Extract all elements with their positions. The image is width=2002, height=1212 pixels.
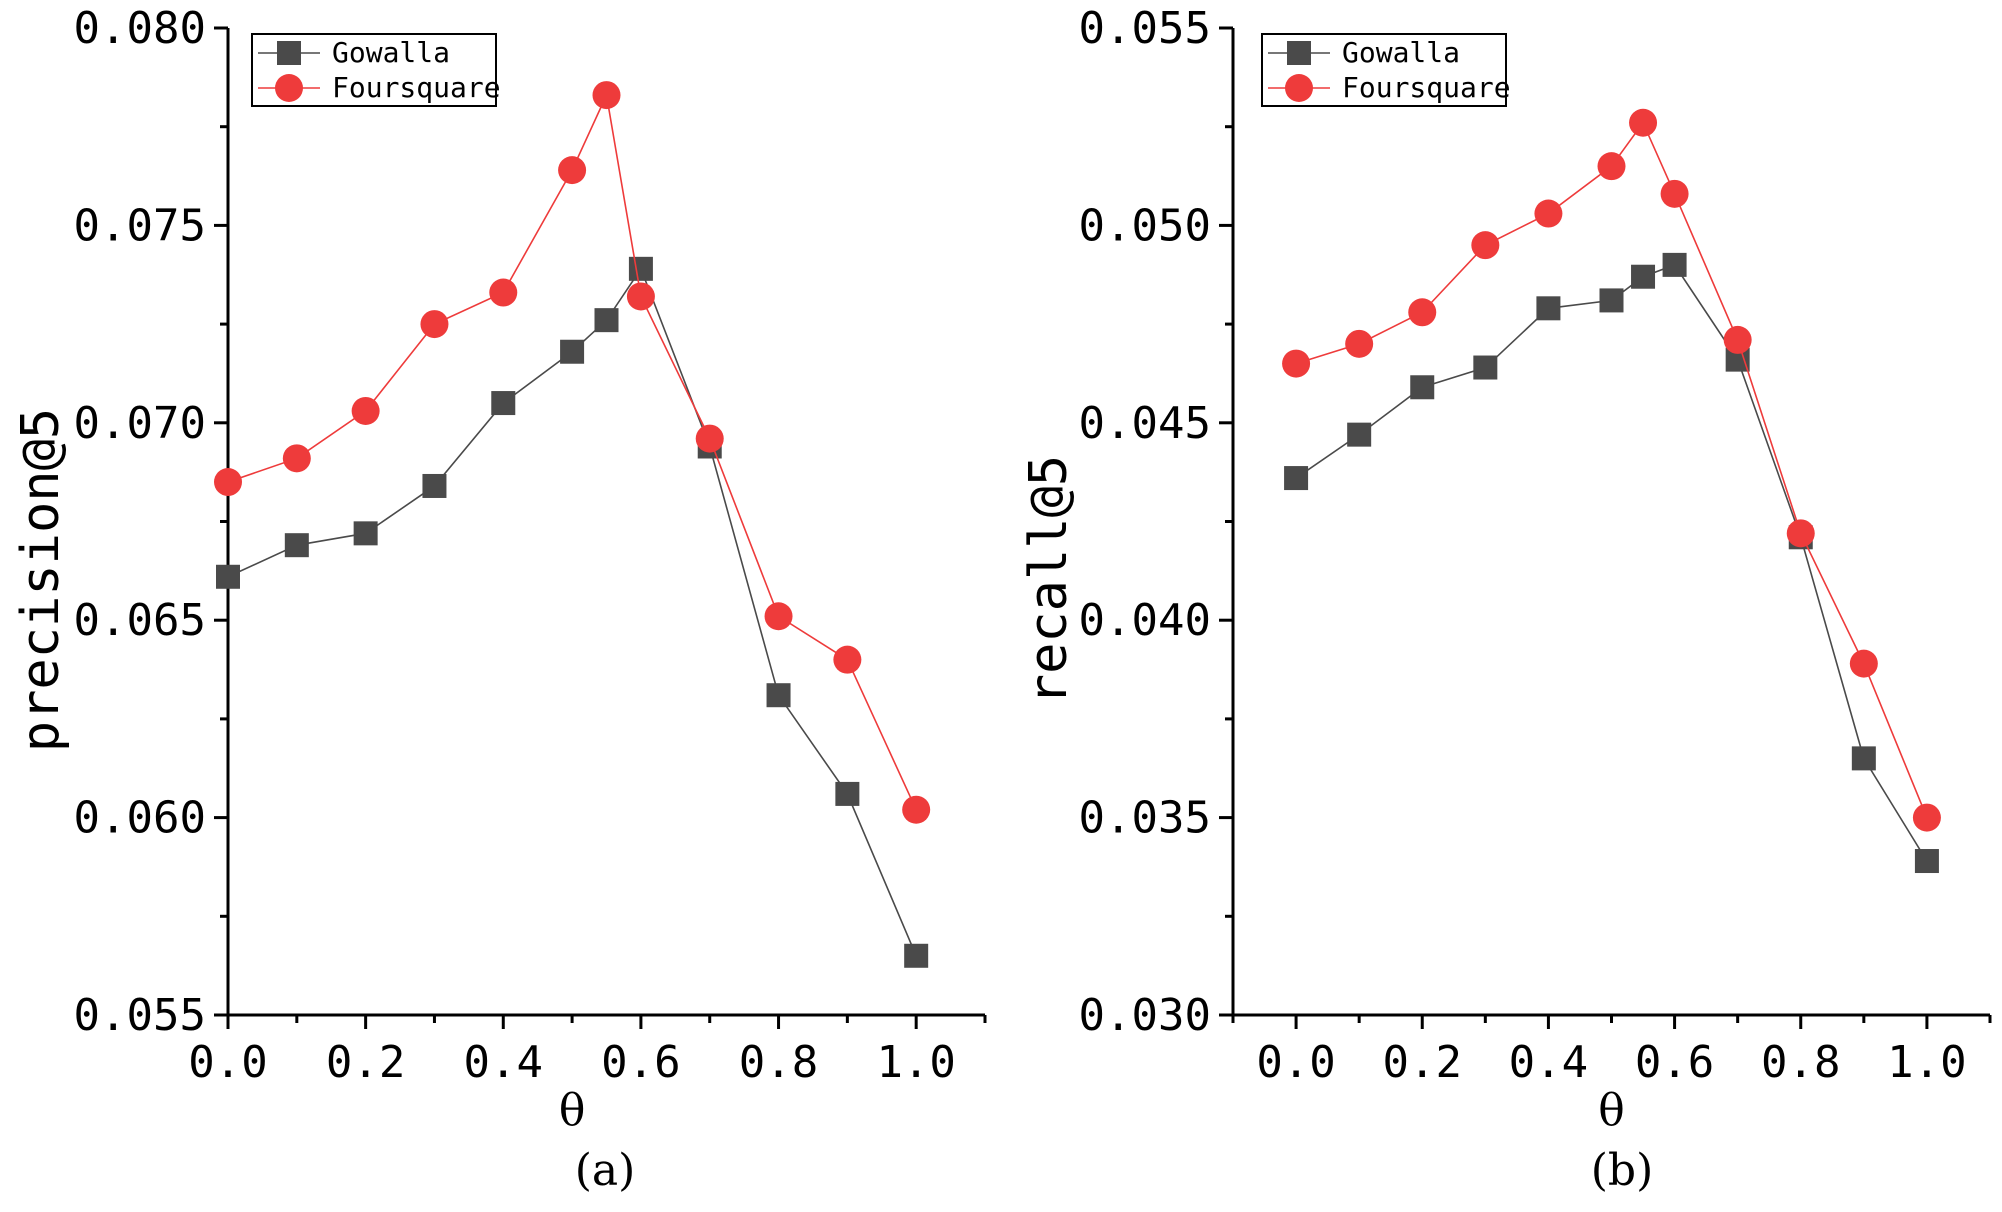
x-axis-title: θ: [1598, 1085, 1625, 1136]
data-point-foursquare: [558, 156, 587, 185]
data-point-gowalla: [284, 533, 309, 558]
data-point-gowalla: [422, 473, 447, 498]
data-point-gowalla: [904, 943, 929, 968]
data-point-foursquare: [592, 81, 621, 110]
chart-precision: 0.055 0.060 0.065 0.070 0.075 0.080 0.0 0.2 0.4 0…: [11, 3, 987, 1196]
x-tick-label: 0.6: [601, 1037, 680, 1088]
y-tick-label: 0.030: [1079, 990, 1211, 1041]
data-point-foursquare: [902, 795, 931, 824]
data-point-foursquare: [1912, 803, 1941, 832]
legend-label-gowalla: Gowalla: [332, 36, 450, 69]
data-point-foursquare: [833, 645, 862, 674]
y-tick-label: 0.035: [1079, 793, 1211, 844]
data-point-gowalla: [766, 683, 791, 708]
y-tick-label: 0.055: [74, 990, 206, 1041]
y-tick-label: 0.065: [74, 595, 206, 646]
x-tick-label: 0.4: [1509, 1037, 1588, 1088]
data-point-gowalla: [1851, 746, 1876, 771]
y-tick-label: 0.055: [1079, 3, 1211, 54]
chart-recall: 0.030 0.035 0.040 0.045 0.050 0.055 0.0 0.2 0.4 0…: [1019, 3, 1992, 1196]
data-point-foursquare: [1660, 179, 1689, 208]
data-point-gowalla: [594, 308, 619, 333]
series-line-foursquare: [227, 92, 917, 811]
data-point-foursquare: [1282, 349, 1311, 378]
data-point-foursquare: [420, 310, 449, 339]
data-point-gowalla: [1473, 355, 1498, 380]
data-point-gowalla: [353, 521, 378, 546]
series-line-gowalla: [1295, 263, 1928, 862]
y-tick-label: 0.075: [74, 200, 206, 251]
data-point-foursquare: [1408, 298, 1437, 327]
data-point-gowalla: [1347, 422, 1372, 447]
x-tick-label: 0.8: [739, 1037, 818, 1088]
data-point-foursquare: [1597, 152, 1626, 181]
x-tick-label: 1.0: [1887, 1037, 1966, 1088]
data-point-foursquare: [1345, 329, 1374, 358]
figure-caption: (b): [1591, 1145, 1654, 1196]
data-point-foursquare: [626, 282, 655, 311]
data-point-gowalla: [1536, 296, 1561, 321]
x-tick-label: 0.8: [1761, 1037, 1840, 1088]
y-tick-label: 0.040: [1079, 595, 1211, 646]
y-tick-label: 0.070: [74, 398, 206, 449]
data-point-gowalla: [1599, 288, 1624, 313]
x-tick-label: 0.0: [188, 1037, 267, 1088]
x-tick-label: 1.0: [876, 1037, 955, 1088]
series-line-foursquare: [1295, 121, 1928, 818]
y-tick-label: 0.050: [1079, 200, 1211, 251]
data-point-gowalla: [1914, 849, 1939, 874]
x-axis-title: θ: [559, 1085, 586, 1136]
data-point-gowalla: [628, 256, 653, 281]
y-axis-title: precision@5: [11, 408, 71, 752]
data-point-foursquare: [1629, 108, 1658, 137]
data-point-foursquare: [214, 468, 242, 497]
legend-label-gowalla: Gowalla: [1342, 36, 1460, 69]
x-tick-label: 0.2: [1383, 1037, 1462, 1088]
data-point-gowalla: [491, 391, 516, 416]
x-tick-label: 0.4: [464, 1037, 543, 1088]
data-point-gowalla: [1662, 252, 1687, 277]
legend-marker-foursquare: [275, 74, 303, 102]
data-point-foursquare: [1471, 231, 1500, 260]
data-point-gowalla: [1284, 466, 1309, 491]
legend-marker-foursquare: [1285, 74, 1313, 102]
data-point-gowalla: [835, 781, 860, 806]
data-point-gowalla: [560, 339, 585, 364]
legend-label-foursquare: Foursquare: [1342, 71, 1511, 104]
y-tick-label: 0.080: [74, 3, 206, 54]
legend-marker-gowalla: [1287, 41, 1311, 65]
x-tick-label: 0.2: [326, 1037, 405, 1088]
figure-caption: (a): [575, 1145, 636, 1196]
series-line-gowalla: [227, 267, 917, 957]
data-point-foursquare: [1723, 325, 1752, 354]
data-point-foursquare: [489, 278, 518, 307]
data-point-gowalla: [216, 564, 240, 589]
data-point-foursquare: [695, 424, 724, 453]
data-point-foursquare: [351, 396, 380, 425]
y-tick-label: 0.060: [74, 793, 206, 844]
data-point-gowalla: [1631, 264, 1656, 289]
y-tick-label: 0.045: [1079, 398, 1211, 449]
legend-label-foursquare: Foursquare: [332, 71, 501, 104]
legend-marker-gowalla: [277, 41, 301, 65]
x-tick-label: 0.6: [1635, 1037, 1714, 1088]
data-point-foursquare: [282, 444, 311, 473]
x-tick-label: 0.0: [1256, 1037, 1335, 1088]
y-axis-title: recall@5: [1019, 455, 1079, 705]
data-point-foursquare: [1786, 519, 1815, 548]
data-point-gowalla: [1410, 375, 1435, 400]
data-point-foursquare: [1849, 649, 1878, 678]
data-point-foursquare: [1534, 199, 1563, 228]
data-point-foursquare: [764, 602, 793, 631]
